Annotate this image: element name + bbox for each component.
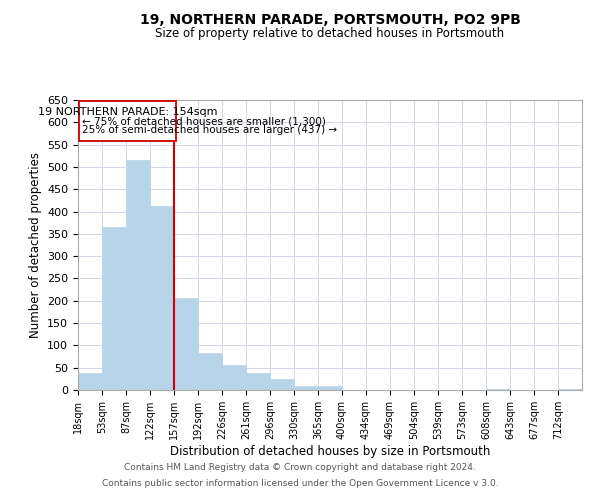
Text: 19, NORTHERN PARADE, PORTSMOUTH, PO2 9PB: 19, NORTHERN PARADE, PORTSMOUTH, PO2 9PB [140, 12, 520, 26]
Y-axis label: Number of detached properties: Number of detached properties [29, 152, 41, 338]
Bar [198, 353, 222, 390]
Bar [174, 298, 198, 390]
Bar [558, 389, 582, 390]
Text: Contains HM Land Registry data © Crown copyright and database right 2024.: Contains HM Land Registry data © Crown c… [124, 464, 476, 472]
Bar [150, 206, 174, 390]
FancyBboxPatch shape [79, 101, 176, 141]
Text: 25% of semi-detached houses are larger (437) →: 25% of semi-detached houses are larger (… [82, 125, 337, 135]
Bar [270, 380, 294, 390]
Bar [294, 386, 318, 390]
Bar [126, 160, 150, 390]
Bar [102, 227, 126, 390]
Text: 19 NORTHERN PARADE: 154sqm: 19 NORTHERN PARADE: 154sqm [38, 107, 218, 117]
Bar [246, 374, 270, 390]
Text: Size of property relative to detached houses in Portsmouth: Size of property relative to detached ho… [155, 28, 505, 40]
Bar [78, 373, 102, 390]
Bar [486, 389, 510, 390]
Bar [222, 364, 246, 390]
Text: Contains public sector information licensed under the Open Government Licence v : Contains public sector information licen… [101, 478, 499, 488]
Text: ← 75% of detached houses are smaller (1,300): ← 75% of detached houses are smaller (1,… [82, 117, 326, 127]
Bar [318, 386, 342, 390]
X-axis label: Distribution of detached houses by size in Portsmouth: Distribution of detached houses by size … [170, 444, 490, 458]
